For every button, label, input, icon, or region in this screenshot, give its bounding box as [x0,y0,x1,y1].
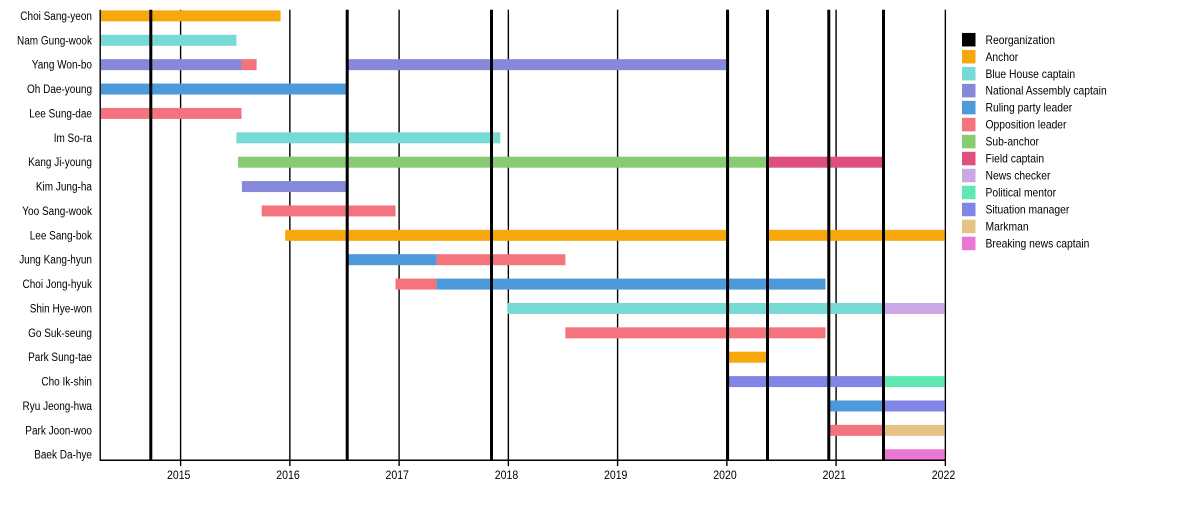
svg-text:Choi Sang-yeon: Choi Sang-yeon [20,11,92,23]
svg-text:Park Sung-tae: Park Sung-tae [28,352,92,364]
svg-text:Opposition leader: Opposition leader [986,118,1067,132]
svg-text:2015: 2015 [167,468,191,482]
svg-text:2022: 2022 [932,468,956,482]
svg-text:News checker: News checker [986,169,1051,183]
svg-text:Lee Sang-bok: Lee Sang-bok [30,230,93,242]
svg-text:2020: 2020 [713,468,737,482]
svg-text:Lee Sung-dae: Lee Sung-dae [29,108,92,120]
svg-text:Anchor: Anchor [986,50,1019,64]
svg-text:Kang Ji-young: Kang Ji-young [28,157,92,169]
svg-text:Situation manager: Situation manager [986,203,1070,217]
svg-text:Go Suk-seung: Go Suk-seung [28,328,92,340]
svg-text:Cho Ik-shin: Cho Ik-shin [41,377,92,389]
svg-text:Sub-anchor: Sub-anchor [986,135,1039,149]
svg-text:2016: 2016 [276,468,300,482]
svg-text:2021: 2021 [823,468,847,482]
svg-text:Yang Won-bo: Yang Won-bo [32,60,92,72]
svg-text:Choi Jong-hyuk: Choi Jong-hyuk [23,279,93,291]
svg-text:Yoo Sang-wook: Yoo Sang-wook [22,206,92,218]
svg-text:Park Joon-woo: Park Joon-woo [25,425,92,437]
svg-text:Field captain: Field captain [986,152,1045,166]
svg-text:Shin Hye-won: Shin Hye-won [30,304,92,316]
svg-text:Markman: Markman [986,220,1029,234]
svg-text:2018: 2018 [495,468,519,482]
svg-text:Oh Dae-young: Oh Dae-young [27,84,92,96]
svg-text:2017: 2017 [386,468,410,482]
svg-text:Kim Jung-ha: Kim Jung-ha [36,182,93,194]
svg-text:Reorganization: Reorganization [986,33,1056,47]
svg-text:2019: 2019 [604,468,628,482]
svg-text:Ruling party leader: Ruling party leader [986,101,1073,115]
svg-text:Political mentor: Political mentor [986,186,1057,200]
svg-text:Ryu Jeong-hwa: Ryu Jeong-hwa [23,401,93,413]
svg-text:Blue House captain: Blue House captain [986,67,1076,81]
svg-text:National Assembly captain: National Assembly captain [986,84,1107,98]
svg-text:Jung Kang-hyun: Jung Kang-hyun [19,255,92,267]
svg-text:Breaking news captain: Breaking news captain [986,237,1090,251]
svg-text:Baek Da-hye: Baek Da-hye [34,450,92,462]
svg-text:Im So-ra: Im So-ra [54,133,93,145]
svg-text:Nam Gung-wook: Nam Gung-wook [17,35,92,47]
